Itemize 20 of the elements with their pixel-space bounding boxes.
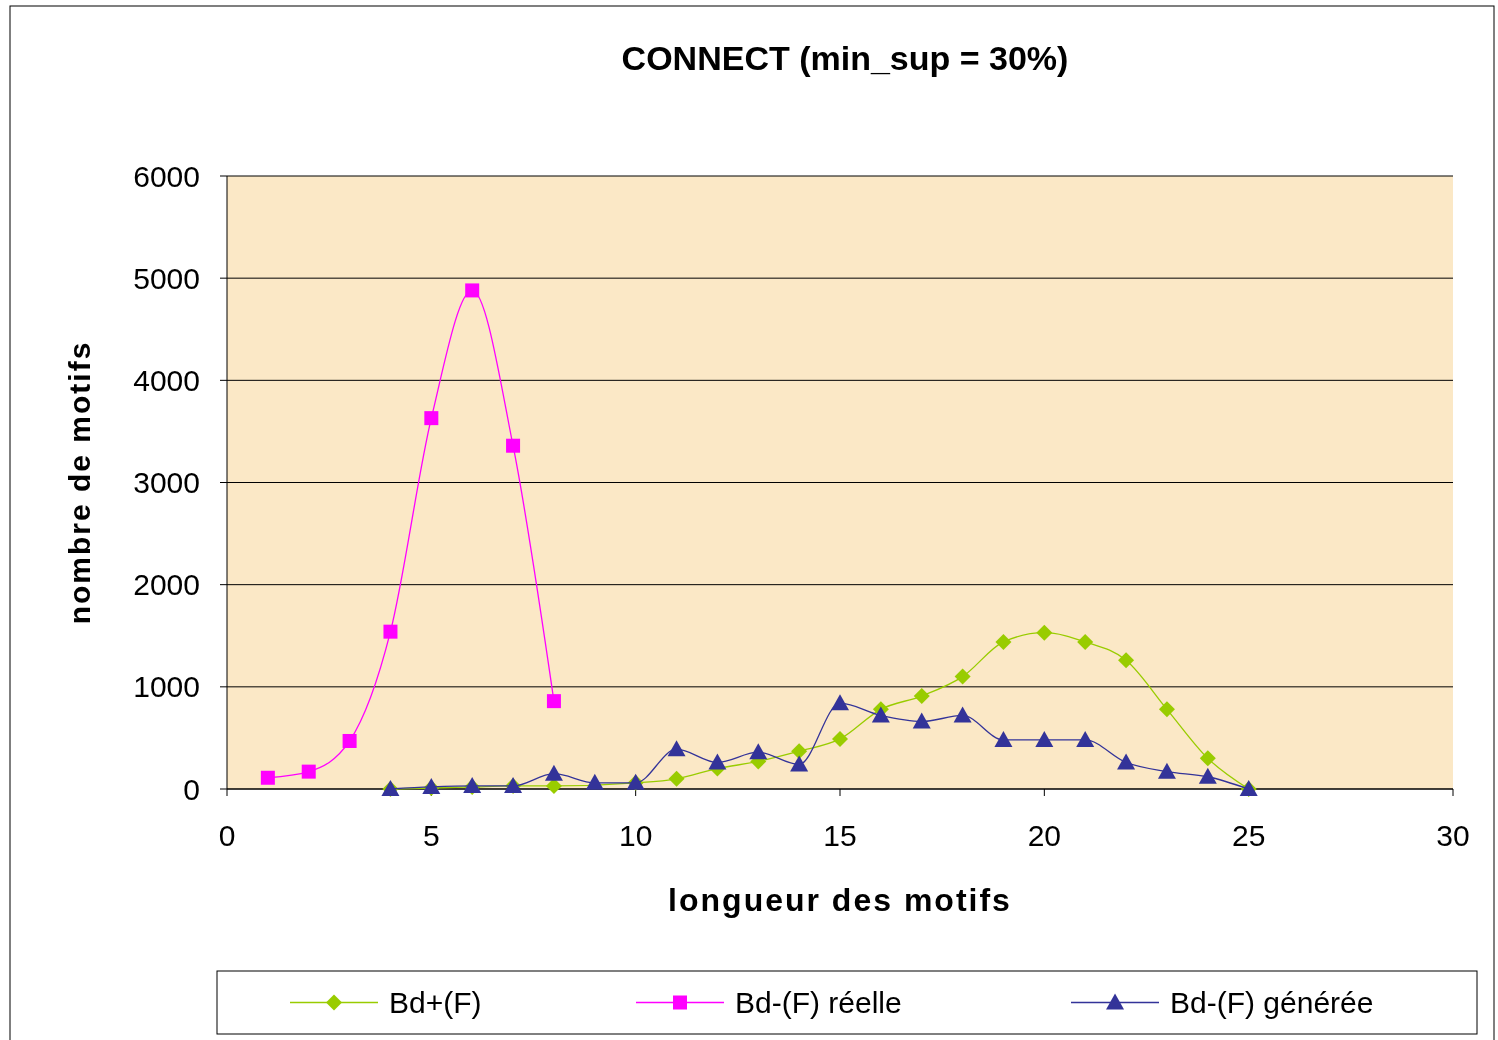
x-tick-label: 15 [823, 819, 857, 852]
x-tick-label: 10 [618, 819, 653, 852]
y-tick-label: 1000 [133, 670, 200, 704]
legend-label: Bd-(F) réelle [735, 986, 902, 1019]
y-tick-label: 0 [183, 772, 200, 806]
legend-label: Bd-(F) générée [1170, 986, 1374, 1019]
y-tick-label: 5000 [133, 261, 200, 295]
x-axis-title: longueur des motifs [668, 882, 1012, 918]
chart-title: CONNECT (min_sup = 30%) [621, 39, 1069, 77]
x-tick-label: 25 [1231, 819, 1266, 852]
y-axis-title: nombre de motifs [63, 340, 96, 625]
y-tick-label: 6000 [133, 159, 200, 193]
y-tick-label: 4000 [133, 363, 200, 397]
y-tick-label: 3000 [133, 466, 200, 499]
legend-label: Bd+(F) [389, 986, 482, 1019]
y-tick-label: 2000 [133, 568, 200, 602]
x-tick-label: 30 [1436, 819, 1470, 852]
x-tick-label: 0 [218, 819, 236, 852]
x-tick-label: 20 [1027, 819, 1062, 852]
x-tick-label: 5 [422, 819, 440, 852]
